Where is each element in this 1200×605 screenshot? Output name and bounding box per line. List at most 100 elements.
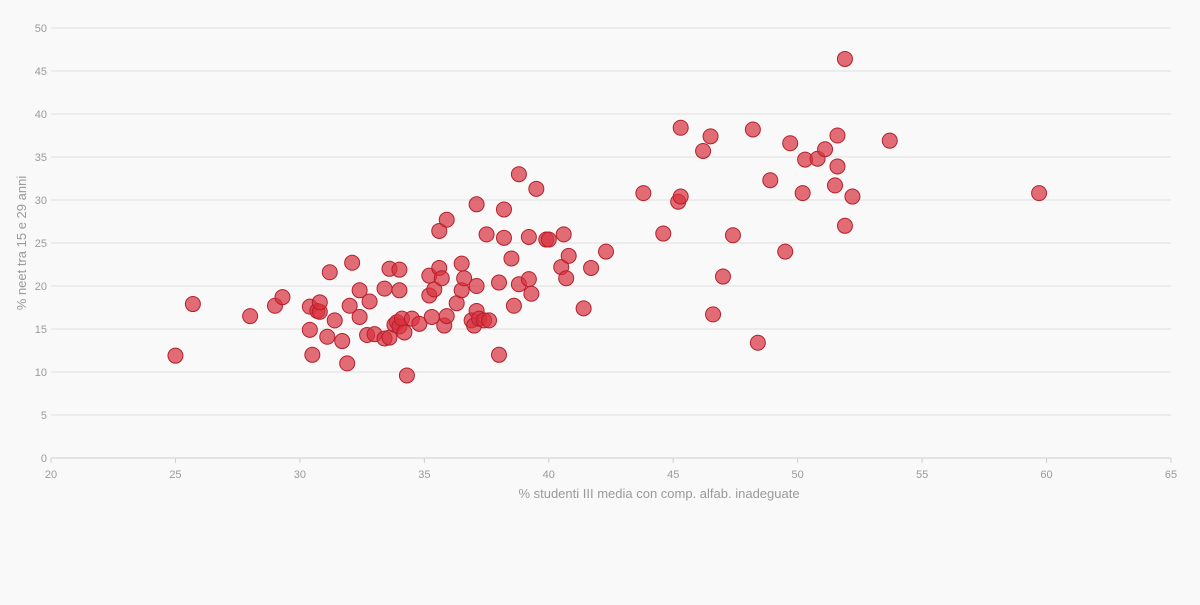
data-point [321,264,338,281]
points-layer [167,50,1048,384]
data-point [540,231,557,248]
y-tick-label: 5 [41,410,47,422]
data-point [749,334,766,351]
grid-layer [51,27,1171,459]
data-point [319,328,336,345]
data-point [528,180,545,197]
y-tick-label: 35 [35,152,47,164]
data-point [817,141,834,158]
data-point [827,177,843,194]
data-point [777,243,794,260]
data-point [184,296,201,313]
data-point [782,135,799,152]
data-point [491,274,507,291]
data-point [583,259,600,276]
data-point [635,185,652,202]
data-point [242,308,259,325]
y-tick-label: 40 [35,109,47,121]
data-point [836,217,853,234]
data-point [575,300,592,317]
data-point [304,346,321,363]
data-point [334,333,351,350]
data-point [495,229,512,246]
y-tick-label: 10 [35,367,47,379]
x-tick-label: 60 [1040,469,1052,481]
data-point [351,282,368,299]
data-point [495,201,512,218]
y-tick-label: 45 [35,66,47,78]
data-point [411,315,428,332]
data-point [558,270,575,287]
y-tick-label: 15 [35,324,47,336]
x-tick-label: 55 [916,469,928,481]
data-point [844,188,861,205]
data-point [167,347,184,364]
x-tick-label: 30 [294,469,306,481]
x-tick-label: 50 [792,469,804,481]
data-point [695,142,712,159]
data-point [510,166,527,183]
data-point [468,196,485,213]
data-point [503,250,520,267]
data-point [724,227,741,244]
data-point [829,127,846,144]
data-point [431,222,448,239]
data-point [560,247,577,264]
data-point [438,308,455,325]
data-point [456,270,473,287]
data-point [426,281,443,298]
data-point [341,297,358,314]
data-point [655,225,672,242]
x-tick-label: 45 [667,469,679,481]
axis-layer: 0 5 10 15 20 25 30 35 40 45 50 20 25 30 35 40 45 50 55 60 65 [35,23,1177,481]
data-point [505,297,522,314]
data-point [762,172,779,189]
data-point [344,254,361,271]
y-axis-title: % neet tra 15 e 29 anni [14,176,29,311]
data-point [481,312,498,329]
y-tick-label: 30 [35,195,47,207]
x-tick-label: 20 [45,469,57,481]
data-point [555,226,572,243]
data-point [829,158,846,175]
x-tick-label: 65 [1165,469,1177,481]
data-point [672,119,689,136]
x-tick-label: 25 [169,469,181,481]
data-point [351,308,368,325]
data-point [274,289,291,306]
data-point [491,346,507,363]
data-point [794,185,811,202]
data-point [438,211,455,228]
y-tick-label: 20 [35,281,47,293]
x-tick-label: 35 [418,469,430,481]
data-point [881,132,898,149]
data-point [391,261,408,278]
data-point [598,243,615,260]
data-point [398,367,415,384]
data-point [523,285,540,302]
data-point [433,270,450,287]
data-point [520,228,537,245]
data-point [705,306,722,323]
data-point [391,282,408,299]
data-point [376,280,393,297]
data-point [715,268,731,285]
data-point [301,321,318,338]
data-point [311,294,328,311]
y-tick-label: 0 [41,453,47,465]
x-tick-label: 40 [543,469,555,481]
data-point [396,324,413,341]
data-point [836,50,853,67]
data-point [361,293,378,310]
data-point [672,188,689,205]
data-point [744,121,761,138]
data-point [339,355,356,372]
data-point [326,312,343,329]
y-tick-label: 25 [35,238,47,250]
y-tick-label: 50 [35,23,47,35]
data-point [520,271,537,288]
data-point [478,226,495,243]
data-point [1031,185,1048,202]
